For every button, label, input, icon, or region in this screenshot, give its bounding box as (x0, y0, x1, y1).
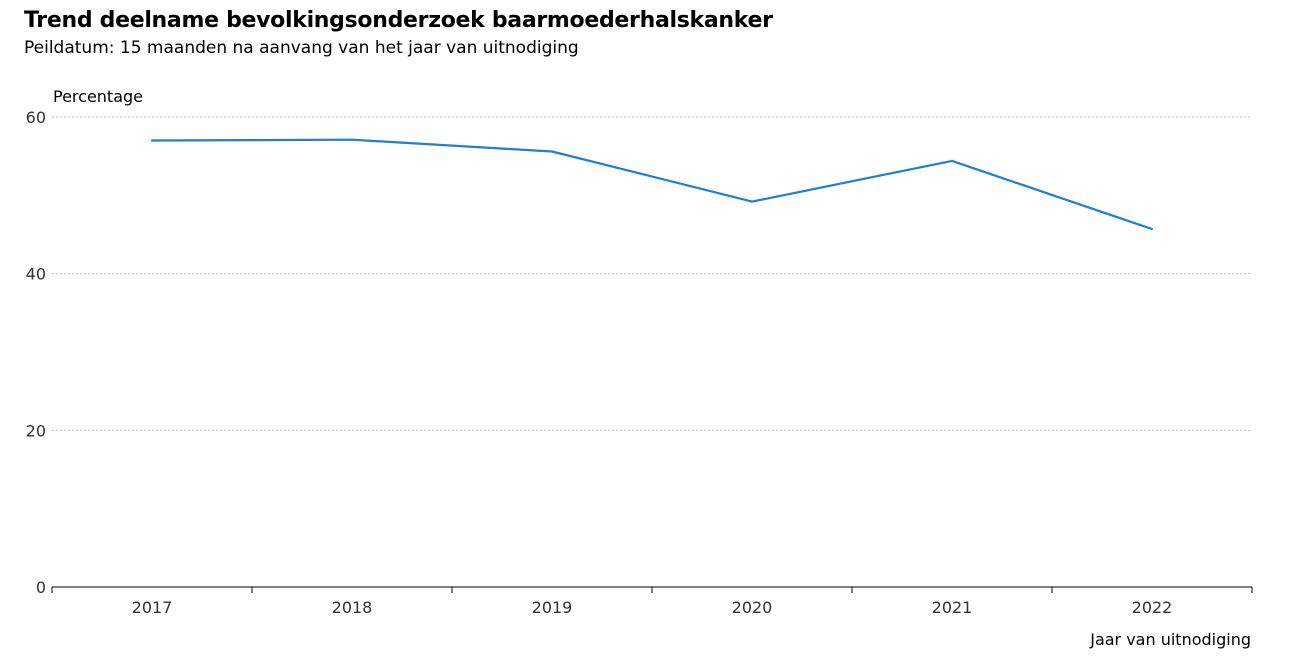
x-tick-label: 2019 (532, 598, 573, 617)
x-tick-label: 2022 (1132, 598, 1173, 617)
chart-title: Trend deelname bevolkingsonderzoek baarm… (24, 8, 773, 33)
x-tick-label: 2020 (732, 598, 773, 617)
gridlines (52, 116, 1252, 431)
data-point-2019 (550, 150, 554, 153)
y-tick-label: 0 (36, 578, 46, 597)
y-axis-ticks: 0 20 40 60 (26, 108, 46, 597)
x-tick-label: 2017 (132, 598, 173, 617)
x-axis-ticks: 2017 2018 2019 2020 2021 2022 (51, 587, 1253, 617)
data-point-2017 (150, 139, 154, 142)
x-tick-label: 2021 (932, 598, 973, 617)
y-tick-label: 40 (26, 265, 46, 284)
y-tick-label: 60 (26, 108, 46, 127)
chart-subtitle: Peildatum: 15 maanden na aanvang van het… (24, 38, 579, 58)
x-tick-label: 2018 (332, 598, 373, 617)
data-points (150, 138, 1154, 231)
series-line (151, 138, 1153, 231)
x-axis-label: Jaar van uitnodiging (1089, 630, 1251, 649)
data-point-2020 (750, 200, 754, 203)
data-point-2021 (950, 159, 954, 162)
y-axis-label: Percentage (53, 87, 143, 106)
data-point-2018 (350, 138, 354, 141)
data-point-2022 (1150, 227, 1154, 231)
y-tick-label: 20 (26, 421, 46, 440)
